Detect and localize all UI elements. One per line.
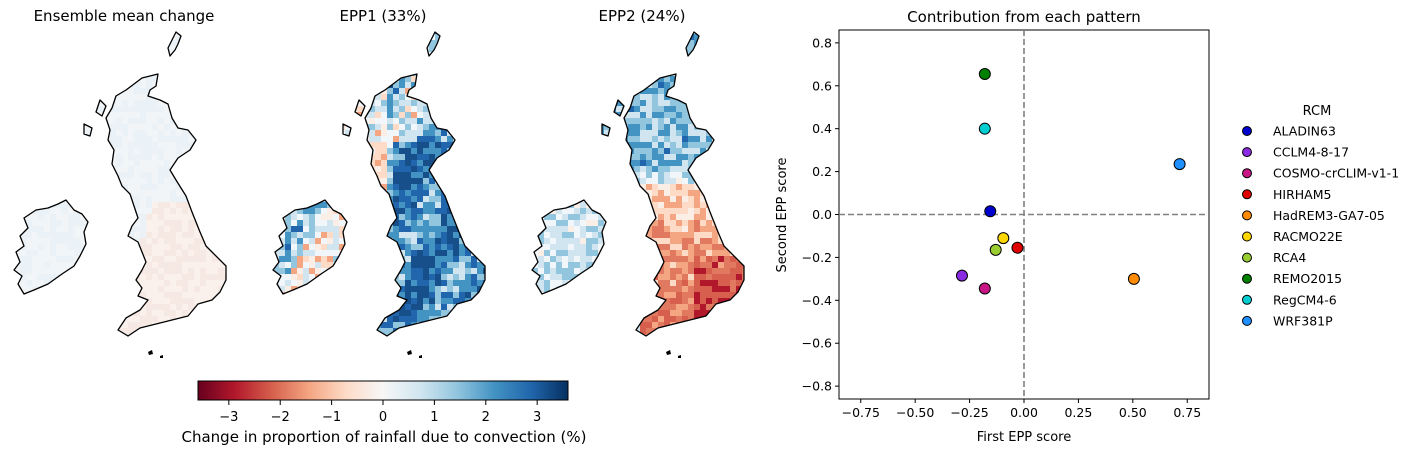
x-tick-label: 0.75 bbox=[1173, 405, 1201, 420]
legend-marker bbox=[1242, 231, 1252, 242]
x-axis-label: First EPP score bbox=[977, 430, 1071, 445]
legend-title: RCM bbox=[1303, 104, 1332, 119]
map-title-mean: Ensemble mean change bbox=[33, 7, 215, 25]
legend-label: COSMO-crCLIM-v1-1 bbox=[1273, 166, 1399, 181]
x-tick-label: −0.50 bbox=[896, 405, 934, 420]
map-title-epp1: EPP1 (33%) bbox=[339, 7, 427, 25]
y-tick-label: −0.6 bbox=[802, 336, 832, 351]
legend: RCM ALADIN63 CCLM4-8-17 COSMO-crCLIM-v1-1 H… bbox=[1242, 104, 1399, 328]
y-tick-label: −0.8 bbox=[802, 379, 832, 394]
map-fill bbox=[532, 32, 744, 336]
coastline bbox=[272, 31, 486, 337]
x-tick-label: 0.25 bbox=[1064, 405, 1092, 420]
scilly-isles bbox=[407, 350, 422, 358]
legend-marker bbox=[1242, 294, 1252, 305]
legend-marker bbox=[1242, 210, 1252, 221]
y-axis-label: Second EPP score bbox=[775, 158, 790, 273]
colorbar-tick-label: −1 bbox=[322, 410, 341, 425]
legend-label: HIRHAM5 bbox=[1273, 187, 1331, 202]
legend-marker bbox=[1242, 252, 1252, 263]
legend-marker bbox=[1242, 168, 1252, 179]
map-epp2 bbox=[531, 31, 745, 358]
map-ensemble-mean bbox=[13, 31, 227, 358]
legend-marker bbox=[1242, 147, 1252, 158]
coastline bbox=[531, 31, 745, 337]
colorbar-tick-label: −2 bbox=[271, 410, 290, 425]
colorbar-tick-label: 0 bbox=[379, 410, 387, 425]
x-tick-label: −0.75 bbox=[842, 405, 880, 420]
point-hadrem3-ga7-05 bbox=[1127, 272, 1140, 285]
legend-marker bbox=[1242, 315, 1252, 326]
x-tick-label: 0.00 bbox=[1010, 405, 1038, 420]
chart-title: Contribution from each pattern bbox=[907, 8, 1141, 26]
map-fill bbox=[273, 32, 485, 336]
scilly-isles bbox=[148, 350, 163, 358]
uk-maps bbox=[13, 31, 745, 358]
x-tick-label: −0.25 bbox=[950, 405, 988, 420]
y-tick-label: −0.2 bbox=[802, 250, 832, 265]
colorbar-gradient bbox=[197, 380, 569, 401]
point-cclm4-8-17 bbox=[955, 269, 968, 282]
colorbar-tick-label: 2 bbox=[482, 410, 490, 425]
colorbar-tick-label: 3 bbox=[533, 410, 541, 425]
y-tick-label: 0.4 bbox=[812, 121, 832, 136]
y-tick-label: 0.6 bbox=[812, 78, 832, 93]
map-epp1 bbox=[272, 31, 486, 358]
x-tick-label: 0.50 bbox=[1119, 405, 1147, 420]
legend-label: REMO2015 bbox=[1273, 271, 1342, 286]
legend-label: CCLM4-8-17 bbox=[1273, 145, 1349, 160]
coastline bbox=[13, 31, 227, 337]
point-cosmo-crclim-v1-1 bbox=[978, 282, 991, 295]
point-hirham5 bbox=[1011, 241, 1024, 254]
legend-label: HadREM3-GA7-05 bbox=[1273, 208, 1385, 223]
legend-marker bbox=[1242, 189, 1252, 200]
map-fill bbox=[14, 32, 226, 336]
point-rca4 bbox=[989, 243, 1002, 256]
point-remo2015 bbox=[978, 67, 991, 80]
y-tick-label: 0.8 bbox=[812, 35, 832, 50]
legend-label: ALADIN63 bbox=[1273, 124, 1336, 139]
y-tick-label: 0.0 bbox=[812, 207, 832, 222]
scatter-chart: Contribution from each pattern −0.75 −0.5… bbox=[775, 8, 1399, 445]
legend-label: RACMO22E bbox=[1273, 229, 1343, 244]
colorbar-tick-label: −3 bbox=[219, 410, 238, 425]
colorbar-tick-label: 1 bbox=[430, 410, 438, 425]
legend-label: RCA4 bbox=[1273, 250, 1306, 265]
legend-label: RegCM4-6 bbox=[1273, 292, 1337, 307]
point-wrf381p bbox=[1173, 158, 1186, 171]
point-racmo22e bbox=[997, 232, 1010, 245]
scilly-isles bbox=[666, 350, 681, 358]
map-title-epp2: EPP2 (24%) bbox=[598, 7, 686, 25]
y-tick-label: 0.2 bbox=[812, 164, 832, 179]
legend-marker bbox=[1242, 273, 1252, 284]
point-aladin63 bbox=[984, 205, 997, 218]
colorbar: −3 −2 −1 0 1 2 3 Change in proportion of rainf… bbox=[182, 380, 587, 446]
point-regcm4-6 bbox=[978, 122, 991, 135]
legend-label: WRF381P bbox=[1273, 313, 1333, 328]
colorbar-label: Change in proportion of rainfall due to … bbox=[182, 428, 587, 446]
y-tick-label: −0.4 bbox=[802, 293, 832, 308]
legend-marker bbox=[1242, 126, 1252, 136]
